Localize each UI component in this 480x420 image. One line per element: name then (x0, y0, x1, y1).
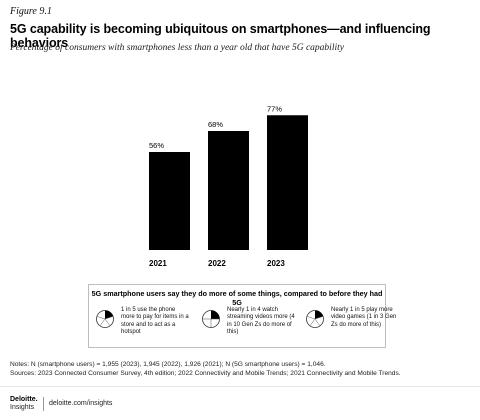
brand-sub: Insights (10, 403, 35, 411)
pie-divider (314, 318, 321, 327)
stat-item: 1 in 5 use the phone more to pay for ite… (95, 307, 189, 345)
footer-divider (0, 386, 480, 387)
pie-divider (314, 316, 324, 320)
stat-item: Nearly 1 in 5 play more video games (1 i… (305, 307, 397, 345)
category-label: 2021 (149, 259, 167, 268)
pie-fraction-icon (306, 310, 324, 328)
chart-title: 5G capability is becoming ubiquitous on … (10, 22, 431, 50)
brand-name: Deloitte. (10, 396, 38, 403)
deloitte-logo: Deloitte. Insights (10, 396, 38, 411)
value-label: 77% (267, 104, 282, 113)
pie-divider (309, 318, 316, 327)
stat-text: Nearly 1 in 4 watch streaming videos mor… (227, 307, 295, 336)
insights-link[interactable]: deloitte.com/insights (49, 400, 113, 407)
chart-subtitle: Percentage of consumers with smartphones… (10, 43, 344, 53)
pie-divider (104, 316, 114, 320)
callout-title: 5G smartphone users say they do more of … (91, 289, 383, 307)
notes: Notes: N (smartphone users) = 1,955 (202… (10, 360, 472, 378)
notes-line: Notes: N (smartphone users) = 1,955 (202… (10, 361, 326, 368)
value-label: 56% (149, 141, 164, 150)
pie-fraction-icon (202, 310, 220, 328)
figure-label: Figure 9.1 (10, 6, 52, 17)
pie-slice (211, 310, 220, 319)
stat-item: Nearly 1 in 4 watch streaming videos mor… (201, 307, 295, 345)
brand-divider (43, 397, 44, 411)
bar-2023 (267, 115, 308, 250)
bar-2022 (208, 131, 249, 250)
pie-fraction-icon (96, 310, 114, 328)
value-label: 68% (208, 120, 223, 129)
category-label: 2022 (208, 259, 226, 268)
stat-text: 1 in 5 use the phone more to pay for ite… (121, 307, 189, 336)
pie-divider (96, 316, 106, 320)
pie-divider (306, 316, 316, 320)
pie-divider (104, 318, 111, 327)
category-label: 2023 (267, 259, 285, 268)
callout-box: 5G smartphone users say they do more of … (88, 284, 396, 348)
bar-chart: 56% 2021 68% 2022 77% 2023 (149, 104, 308, 268)
pie-divider (99, 318, 106, 327)
sources-line: Sources: 2023 Connected Consumer Survey,… (10, 370, 401, 377)
stat-text: Nearly 1 in 5 play more video games (1 i… (331, 307, 397, 328)
bar-2021 (149, 152, 190, 250)
